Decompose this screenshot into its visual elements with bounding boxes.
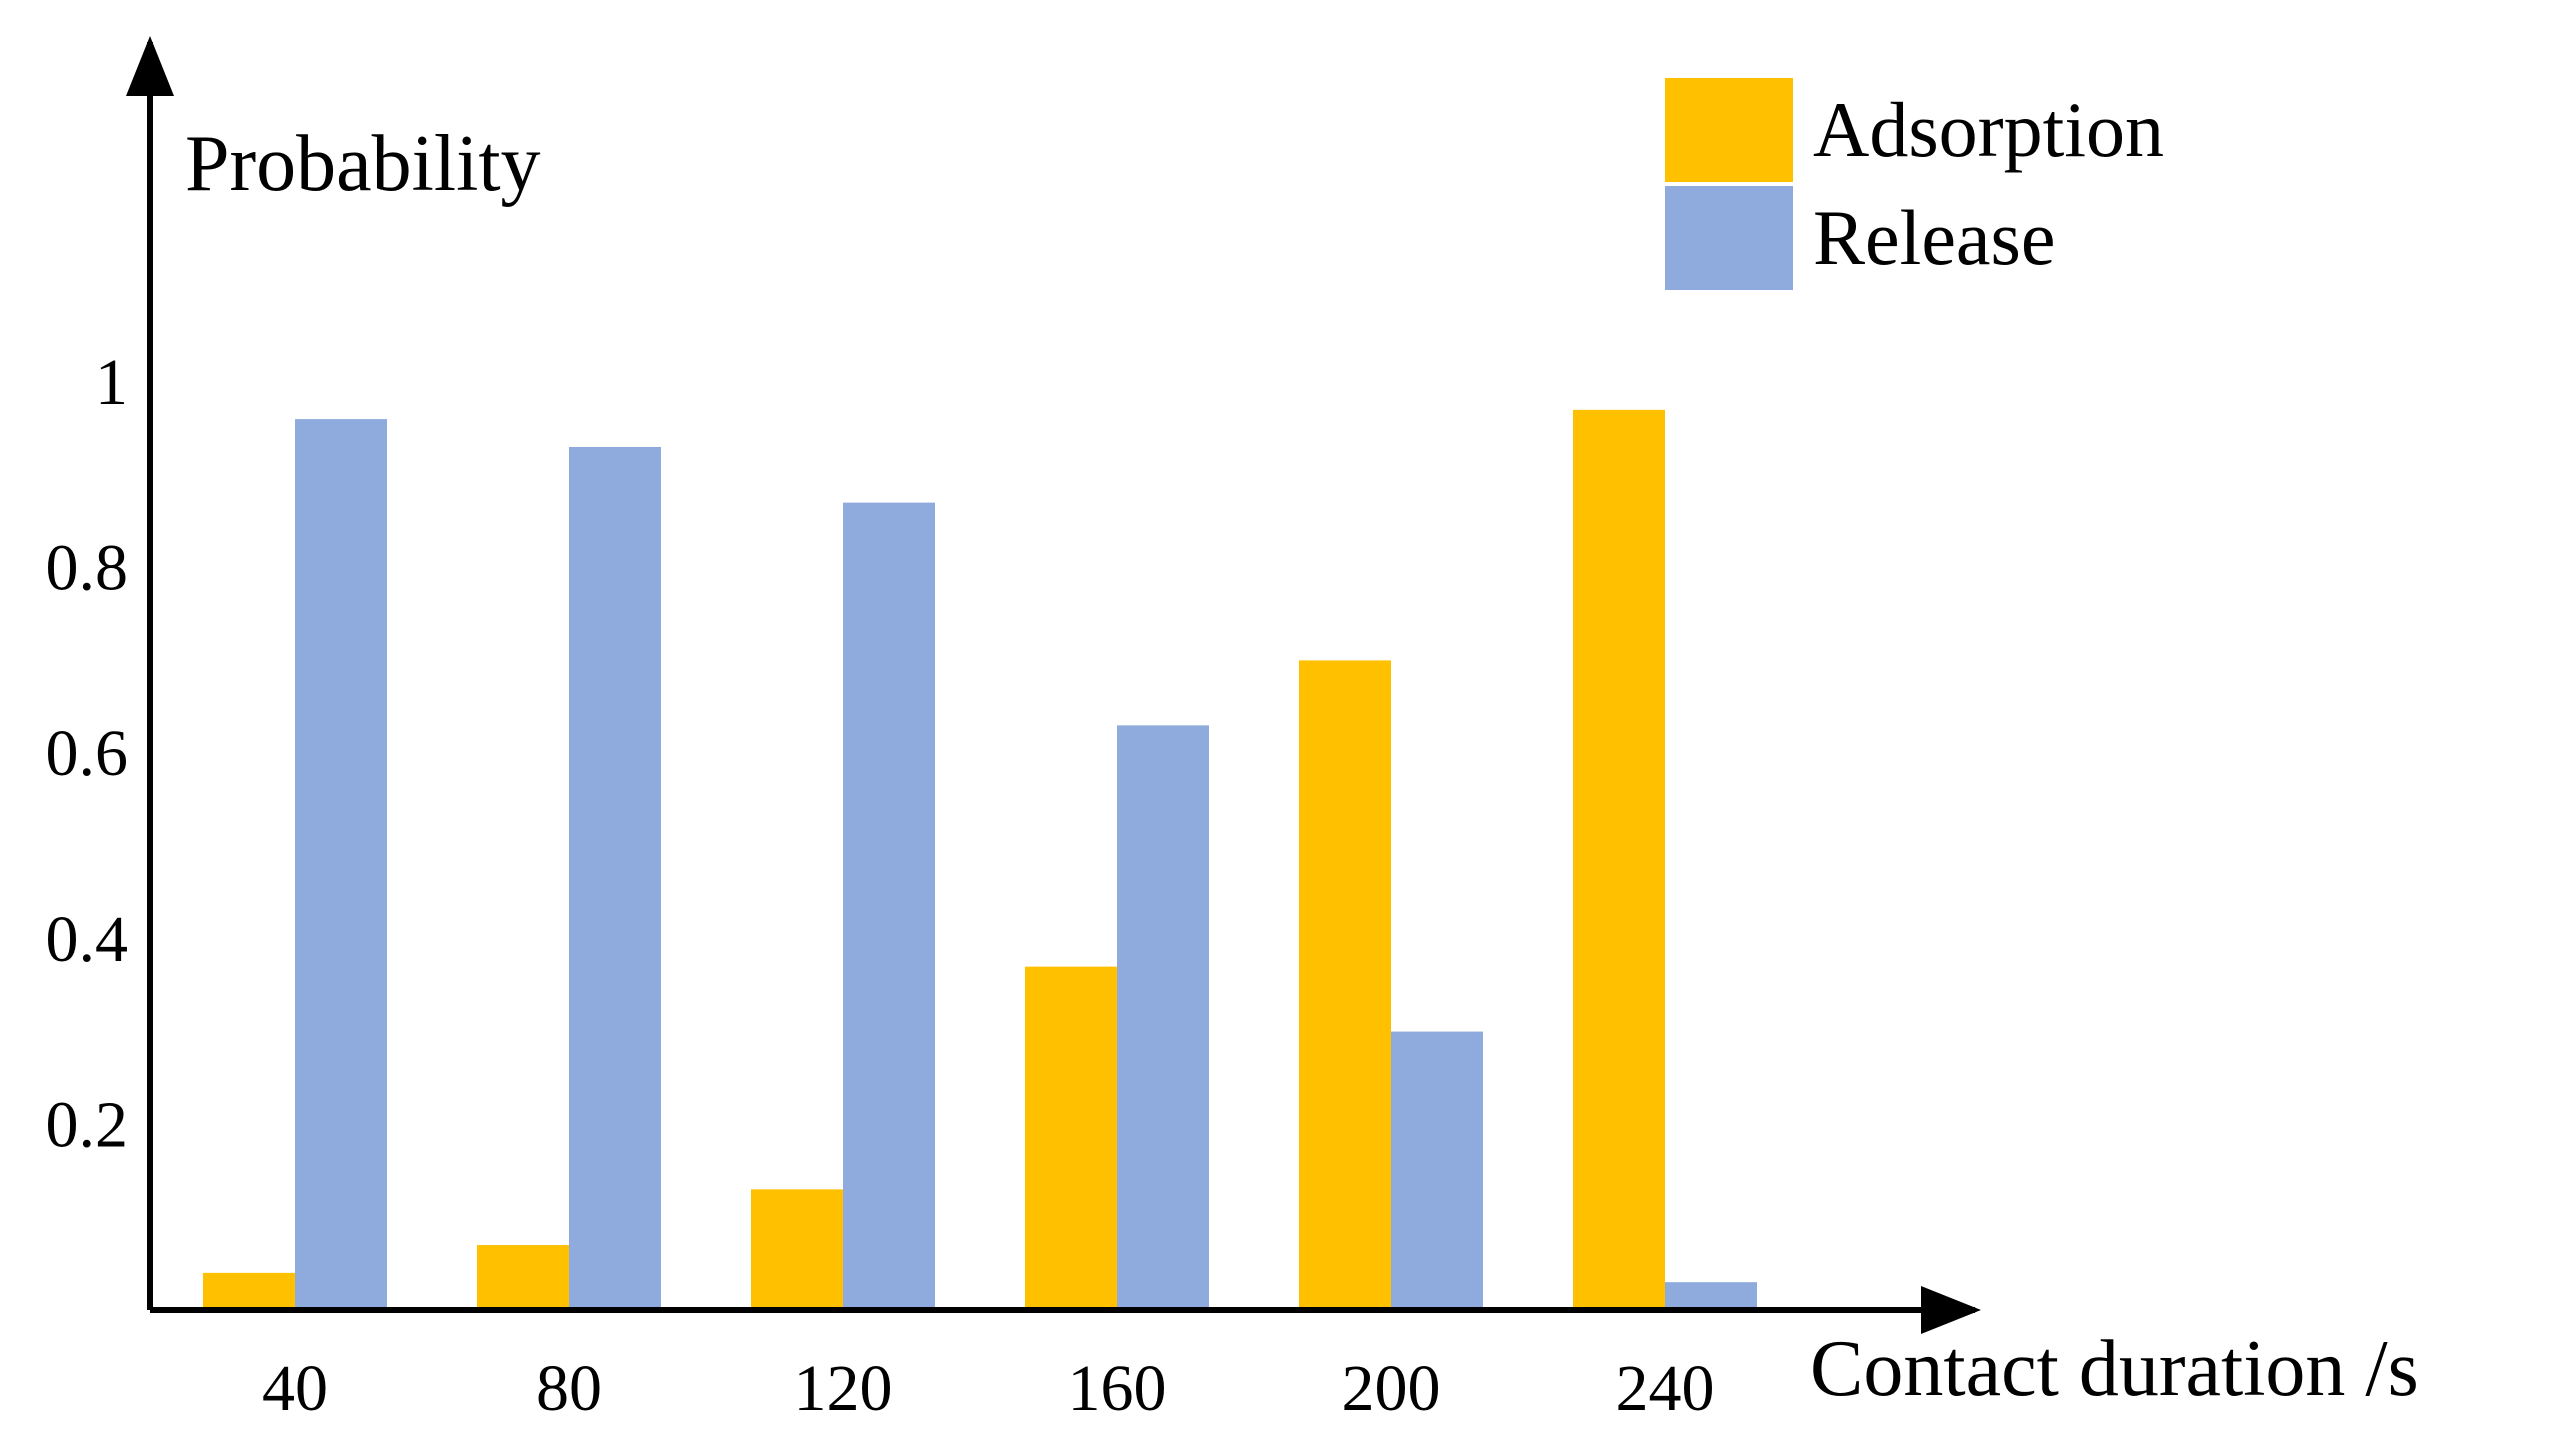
legend-swatch-adsorption xyxy=(1665,78,1793,182)
legend-label-release: Release xyxy=(1813,194,2056,281)
x-tick-label: 80 xyxy=(536,1352,602,1425)
x-axis-title: Contact duration /s xyxy=(1810,1325,2419,1413)
x-tick-labels: 40 80 120 160 200 240 xyxy=(262,1352,1715,1425)
bar-release-120 xyxy=(843,502,935,1310)
x-tick-label: 160 xyxy=(1068,1352,1167,1425)
y-tick-label: 0.2 xyxy=(46,1088,129,1161)
x-tick-label: 40 xyxy=(262,1352,328,1425)
bar-adsorption-40 xyxy=(203,1272,295,1310)
y-tick-label: 1 xyxy=(95,346,128,419)
y-axis-title: Probability xyxy=(185,120,541,208)
y-tick-label: 0.4 xyxy=(46,903,129,976)
legend: Adsorption Release xyxy=(1665,78,2164,290)
bar-adsorption-80 xyxy=(477,1245,569,1310)
y-tick-label: 0.8 xyxy=(46,532,129,605)
legend-swatch-release xyxy=(1665,186,1793,290)
y-tick-labels: 0.2 0.4 0.6 0.8 1 xyxy=(46,346,129,1161)
bar-adsorption-120 xyxy=(751,1189,843,1310)
y-tick-label: 0.6 xyxy=(46,717,129,790)
x-tick-label: 120 xyxy=(794,1352,893,1425)
bar-adsorption-240 xyxy=(1573,409,1665,1311)
bar-adsorption-160 xyxy=(1025,966,1117,1310)
bar-release-40 xyxy=(295,419,387,1310)
bar-release-200 xyxy=(1391,1031,1483,1310)
x-tick-label: 200 xyxy=(1342,1352,1441,1425)
legend-label-adsorption: Adsorption xyxy=(1813,86,2164,173)
bars-group xyxy=(203,409,1757,1311)
bar-release-80 xyxy=(569,446,661,1311)
x-tick-label: 240 xyxy=(1616,1352,1715,1425)
bar-release-240 xyxy=(1665,1282,1757,1310)
bar-release-160 xyxy=(1117,725,1209,1310)
bar-adsorption-200 xyxy=(1299,660,1391,1310)
